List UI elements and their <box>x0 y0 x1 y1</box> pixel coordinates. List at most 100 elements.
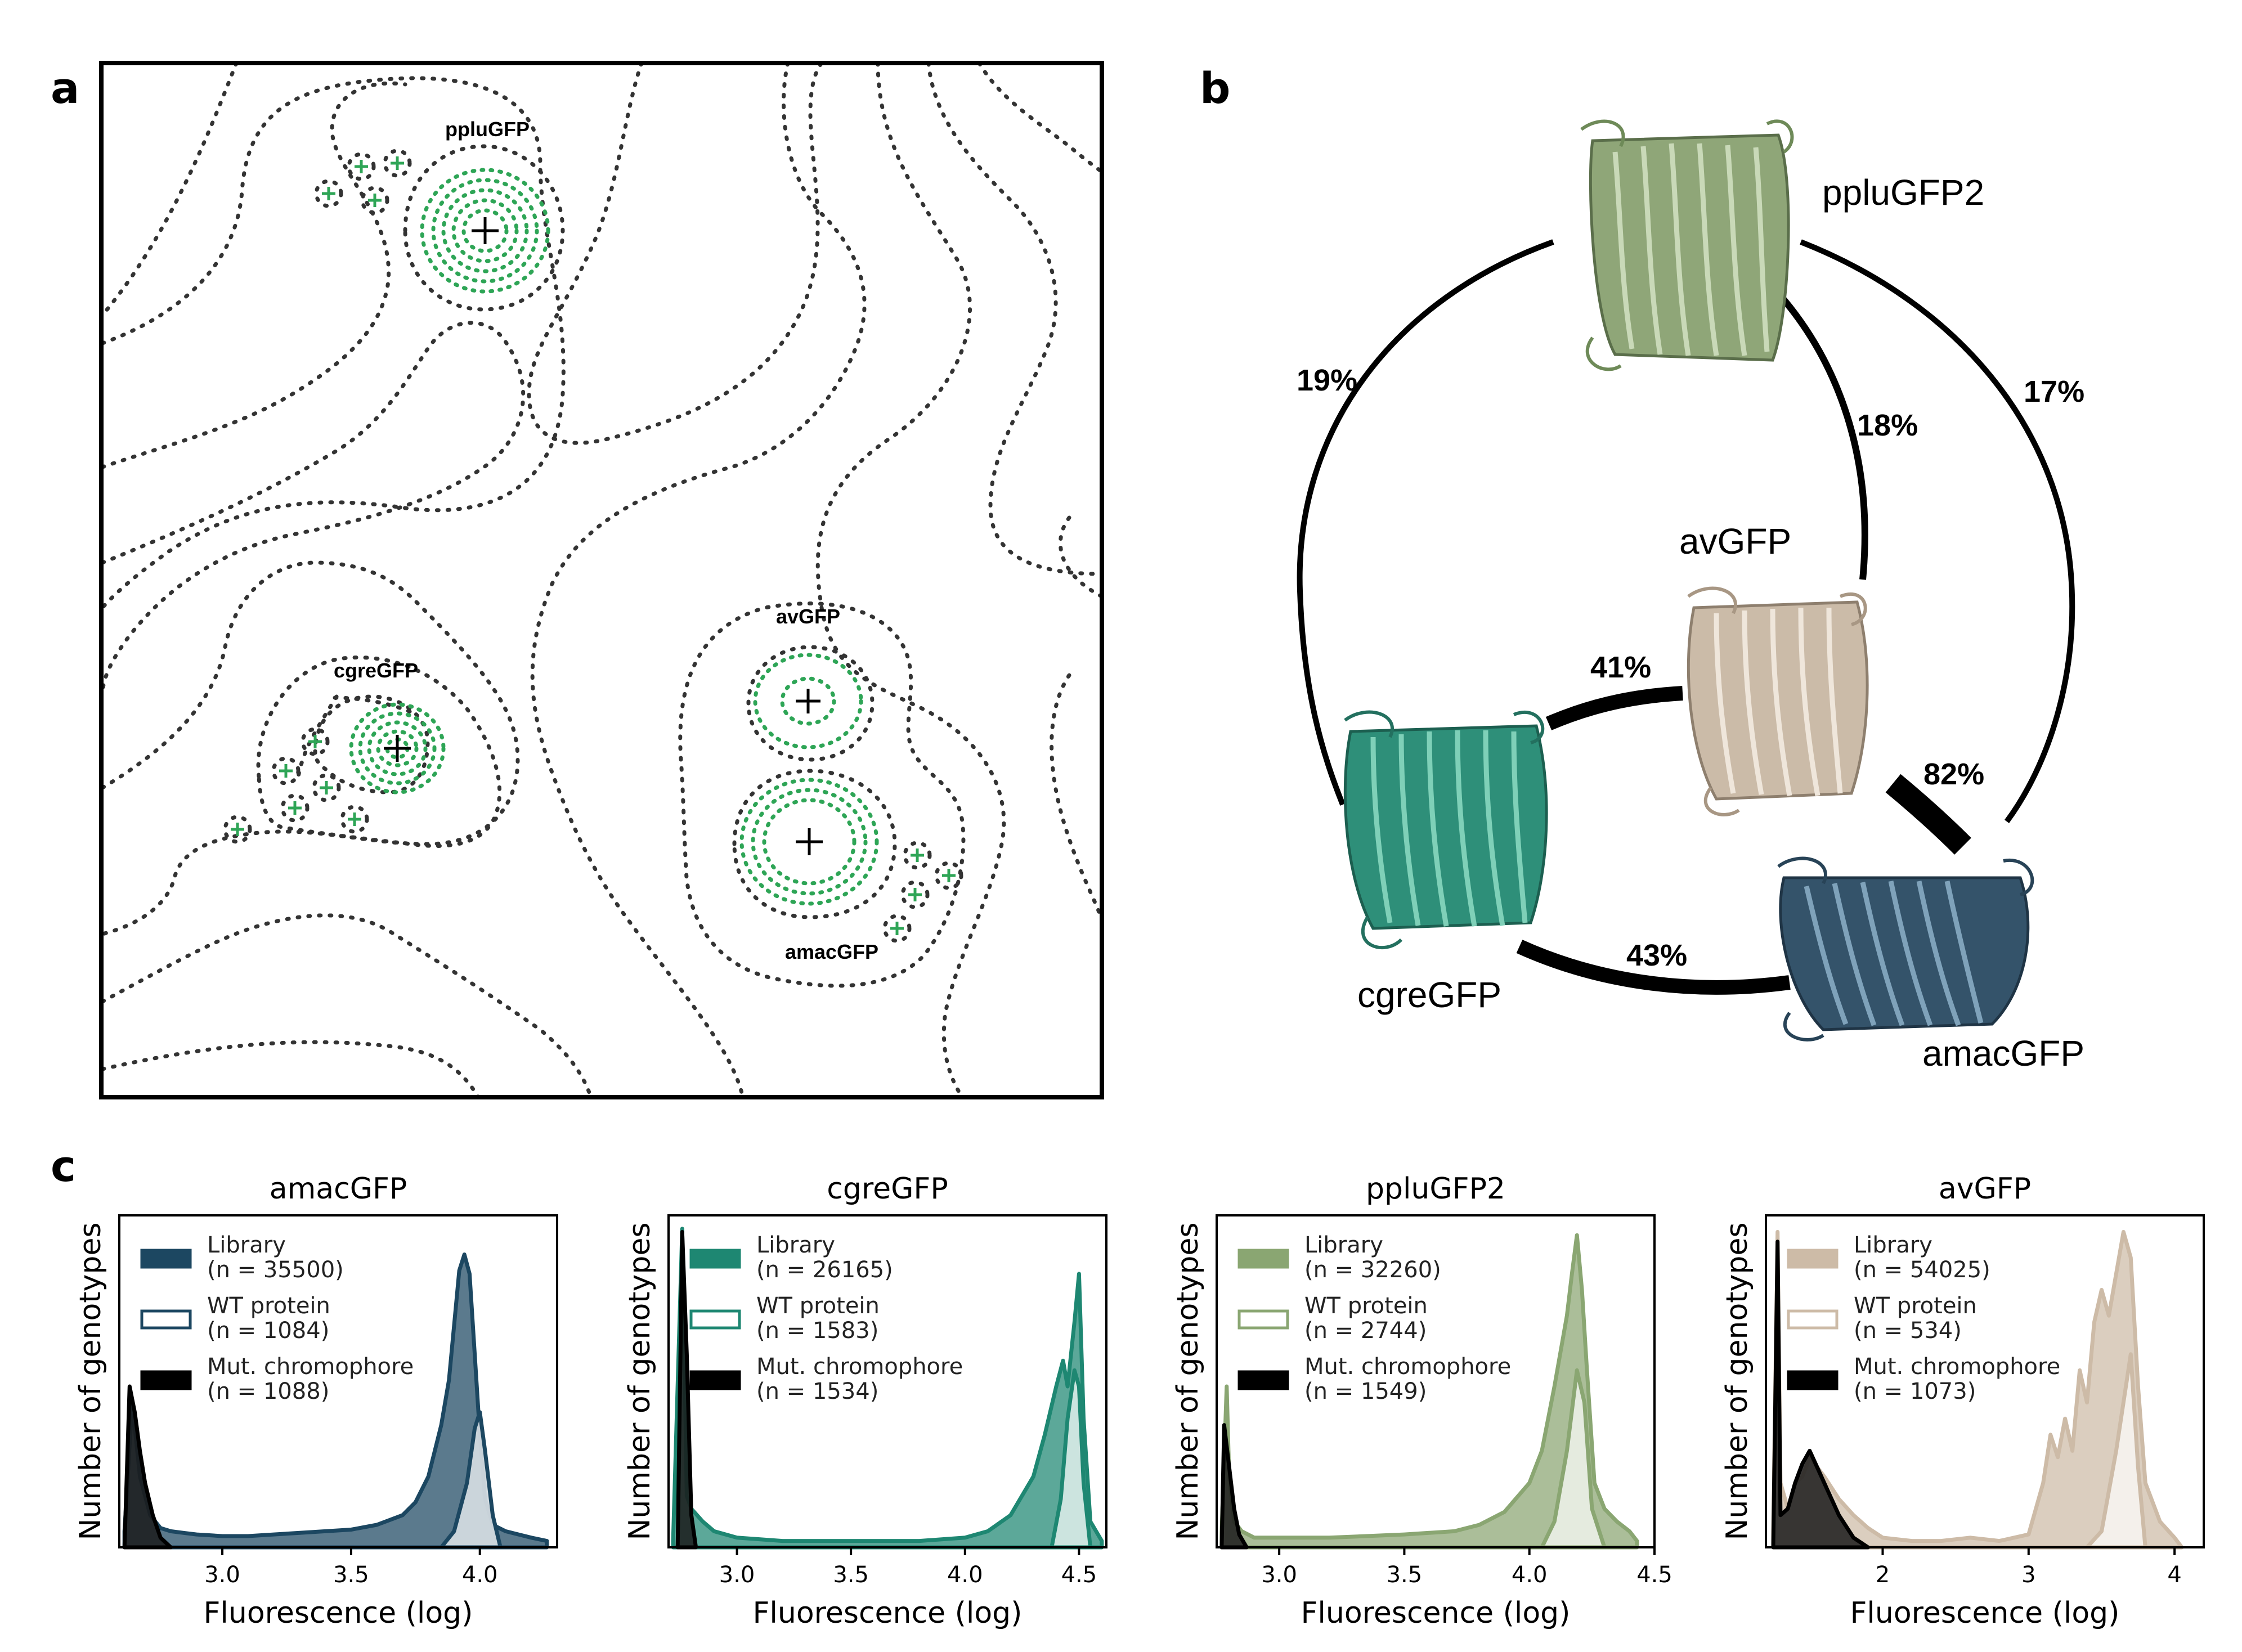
panel-label-b: b <box>1200 63 1231 113</box>
legend-count: (n = 1088) <box>207 1379 329 1404</box>
legend-count: (n = 1073) <box>1854 1379 1976 1404</box>
x-tick-label: 4 <box>2167 1562 2181 1588</box>
satellite-markers <box>231 156 956 935</box>
y-axis-label: Number of genotypes <box>74 1222 107 1540</box>
legend-label: Library <box>756 1232 835 1258</box>
x-tick-label: 4.0 <box>947 1562 983 1588</box>
arc-pplu-av <box>1770 284 1868 580</box>
chart-title: avGFP <box>1939 1172 2031 1206</box>
structure-cgre <box>1343 710 1548 950</box>
contour-line <box>527 63 824 445</box>
arc-cgre-av <box>1545 686 1683 730</box>
struct-label-cgre: cgreGFP <box>1357 975 1501 1015</box>
contour-line <box>101 560 520 936</box>
contour-line <box>256 655 502 848</box>
x-tick-label: 4.5 <box>1636 1562 1672 1588</box>
panel-b-identity: ppluGFP2 avGFP cgreGFP amacGFP 19% 18% 1… <box>1297 119 2084 1074</box>
map-label-amac: amacGFP <box>785 940 878 963</box>
arc-av-amac <box>1885 774 1971 855</box>
panel-a-landscape: ppluGFP cgreGFP avGFP amacGFP <box>99 61 1104 1099</box>
identity-pplu-cgre: 19% <box>1297 363 1357 397</box>
density-1 <box>1540 1368 1607 1550</box>
legend-label: WT protein <box>756 1293 880 1319</box>
legend-swatch <box>689 1370 741 1390</box>
contour-line <box>732 769 897 919</box>
contour-line <box>313 694 430 794</box>
legend-label: WT protein <box>1854 1293 1977 1319</box>
arc-pplu-amac <box>1800 239 2075 823</box>
contour-line <box>678 601 966 988</box>
legend-count: (n = 1534) <box>756 1379 878 1404</box>
struct-label-amac: amacGFP <box>1922 1033 2084 1074</box>
legend-swatch <box>1787 1249 1839 1269</box>
contour-line <box>746 645 875 762</box>
legend-count: (n = 32260) <box>1304 1257 1441 1283</box>
legend-swatch <box>140 1249 192 1269</box>
x-tick-label: 3.5 <box>833 1562 869 1588</box>
legend-swatch <box>1237 1249 1289 1269</box>
y-axis-label: Number of genotypes <box>623 1222 657 1540</box>
legend-count: (n = 35500) <box>207 1257 344 1283</box>
legend-count: (n = 534) <box>1854 1318 1962 1344</box>
map-label-pplu: ppluGFP <box>445 118 530 141</box>
legend-count: (n = 2744) <box>1304 1318 1427 1344</box>
identity-pplu-amac: 17% <box>2024 375 2084 408</box>
legend-label: Mut. chromophore <box>1304 1354 1511 1380</box>
legend-swatch <box>1787 1370 1839 1390</box>
contour-line <box>101 1040 481 1097</box>
axes-frame <box>1216 1214 1656 1548</box>
x-tick-label: 4.0 <box>462 1562 498 1588</box>
density-2 <box>1771 1240 1870 1550</box>
legend-swatch <box>140 1370 192 1390</box>
contour-line <box>977 63 1102 174</box>
x-tick-label: 4.5 <box>1061 1562 1097 1588</box>
density-1 <box>1050 1368 1093 1550</box>
map-label-av: avGFP <box>776 605 840 628</box>
x-tick-label: 3.0 <box>204 1562 240 1588</box>
x-tick-label: 3.5 <box>1387 1562 1423 1588</box>
x-tick-label: 3 <box>2021 1562 2035 1588</box>
legend-label: WT protein <box>207 1293 330 1319</box>
contour-line <box>1050 673 1102 925</box>
legend-count: (n = 1549) <box>1304 1379 1427 1404</box>
x-tick-label: 3.5 <box>333 1562 369 1588</box>
x-axis-label: Fluorescence (log) <box>204 1596 473 1630</box>
contour-line <box>101 321 526 694</box>
legend-swatch <box>140 1309 192 1330</box>
x-tick-label: 4.0 <box>1512 1562 1548 1588</box>
legend-label: Library <box>1304 1232 1383 1258</box>
satellite-outer <box>223 149 963 943</box>
y-axis-label: Number of genotypes <box>1720 1222 1754 1540</box>
contour-line <box>296 694 419 779</box>
contour-line <box>815 63 1006 1097</box>
legend-swatch <box>1237 1370 1289 1390</box>
panel-label-a: a <box>51 63 80 113</box>
identity-pplu-av: 18% <box>1857 408 1918 442</box>
legend-label: Mut. chromophore <box>1854 1354 2060 1380</box>
inner-contours <box>349 168 879 906</box>
center-marker-cgre <box>384 735 411 762</box>
arc-pplu-cgre <box>1297 239 1554 806</box>
identity-cgre-amac: 43% <box>1626 939 1687 972</box>
struct-label-av: avGFP <box>1679 521 1791 562</box>
histogram-panel-0: 3.0 3.5 4.0 amacGFP Fluorescence (log) Number… <box>74 1172 558 1630</box>
contour-line <box>1058 515 1102 599</box>
x-axis-label: Fluorescence (log) <box>1301 1596 1571 1630</box>
center-marker-amac <box>796 828 823 855</box>
legend-count: (n = 54025) <box>1854 1257 1990 1283</box>
density-1 <box>439 1410 503 1550</box>
legend-count: (n = 1583) <box>756 1318 878 1344</box>
density-2 <box>122 1384 173 1550</box>
chart-title: ppluGFP2 <box>1366 1172 1505 1206</box>
density-0 <box>122 1253 549 1550</box>
density-2 <box>1219 1423 1249 1550</box>
structure-pplu <box>1580 119 1794 371</box>
map-label-cgre: cgreGFP <box>334 659 418 682</box>
histogram-panel-3: 2 3 4 avGFP Fluorescence (log) Number of geno… <box>1720 1172 2205 1630</box>
panel-a-frame <box>99 61 1104 1099</box>
contour-line <box>530 63 867 1097</box>
legend-label: Mut. chromophore <box>207 1354 414 1380</box>
legend-swatch <box>1787 1309 1839 1330</box>
panel-label-c: c <box>51 1141 77 1191</box>
